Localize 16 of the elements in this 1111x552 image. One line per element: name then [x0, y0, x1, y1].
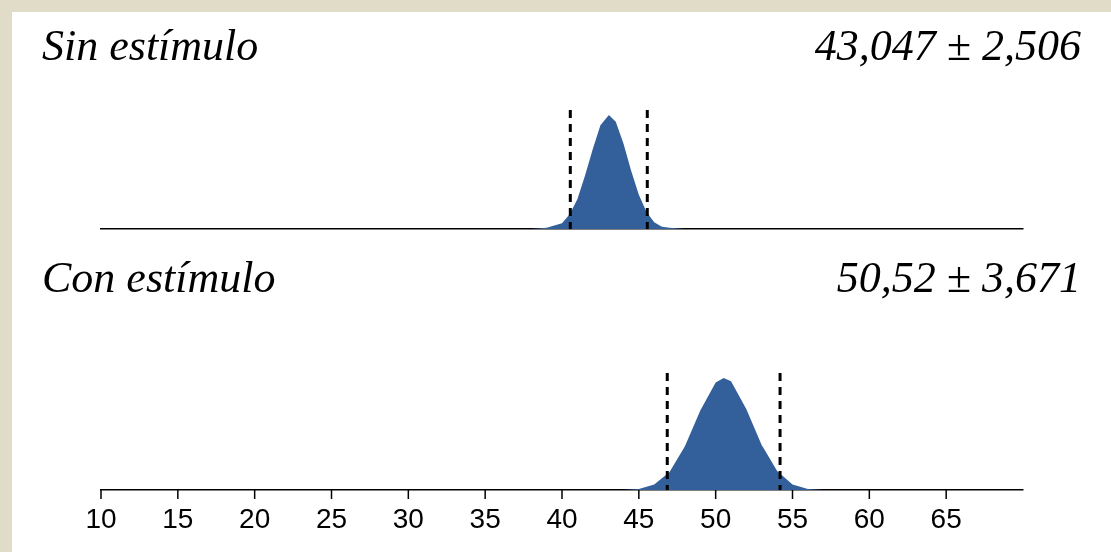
x-tick-label: 15 [162, 502, 194, 534]
x-tick-label: 55 [776, 502, 809, 534]
x-tick-label: 25 [315, 502, 348, 534]
x-tick-label: 45 [623, 502, 655, 534]
x-tick-label: 60 [853, 502, 885, 534]
x-tick-label: 65 [930, 502, 962, 534]
x-tick-label: 50 [700, 502, 732, 534]
x-tick-label: 40 [546, 502, 578, 534]
x-tick-label: 30 [392, 502, 424, 534]
x-tick-label: 10 [85, 502, 117, 534]
chart-title: Sin estímulo [42, 20, 259, 71]
text: 43,047 ± 2,506 [814, 20, 1081, 71]
x-tick-label: 35 [469, 502, 501, 534]
x-tick-label: 20 [239, 502, 271, 534]
chart-title: Con estímulo [42, 252, 276, 303]
text: 50,52 ± 3,671 [836, 252, 1081, 303]
